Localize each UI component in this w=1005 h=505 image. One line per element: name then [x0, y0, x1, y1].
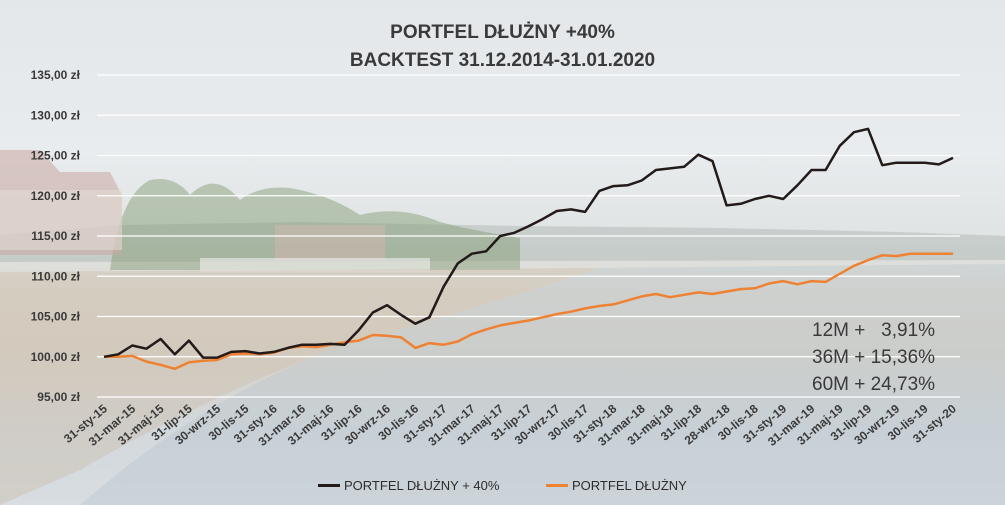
chart-title: PORTFEL DŁUŻNY +40% [390, 22, 615, 43]
legend-swatch-orange [546, 484, 568, 487]
y-tick-label: 120,00 zł [31, 189, 81, 203]
y-axis-tick-labels: 95,00 zł 100,00 zł 105,00 zł 110,00 zł 115,0… [31, 68, 81, 404]
legend-item-orange: PORTFEL DŁUŻNY [546, 478, 687, 493]
x-axis-tick-labels: 31-sty-1531-mar-1531-maj-1531-lip-1530-w… [61, 401, 959, 448]
legend-swatch-black [318, 484, 340, 487]
legend-label-orange: PORTFEL DŁUŻNY [572, 478, 687, 493]
series-line-portfel-dluzny-40 [103, 127, 954, 359]
y-tick-label: 125,00 zł [31, 149, 81, 163]
series-lines [103, 127, 954, 371]
gridlines [97, 74, 960, 398]
chart-subtitle: BACKTEST 31.12.2014-31.01.2020 [349, 50, 656, 71]
y-tick-label: 100,00 zł [31, 350, 81, 364]
stat-36m: 36M + 15,36% [812, 347, 936, 368]
legend-item-black: PORTFEL DŁUŻNY + 40% [318, 478, 499, 493]
y-tick-label: 105,00 zł [31, 310, 81, 324]
y-tick-label: 110,00 zł [31, 269, 80, 283]
y-tick-label: 115,00 zł [31, 229, 80, 243]
y-tick-label: 135,00 zł [31, 68, 81, 82]
y-tick-label: 130,00 zł [31, 108, 81, 122]
y-tick-label: 95,00 zł [37, 390, 80, 404]
legend-label-black: PORTFEL DŁUŻNY + 40% [344, 478, 500, 493]
stat-60m: 60M + 24,73% [812, 374, 936, 395]
stat-12m: 12M + 3,91% [812, 320, 936, 341]
series-line-portfel-dluzny [104, 252, 953, 371]
